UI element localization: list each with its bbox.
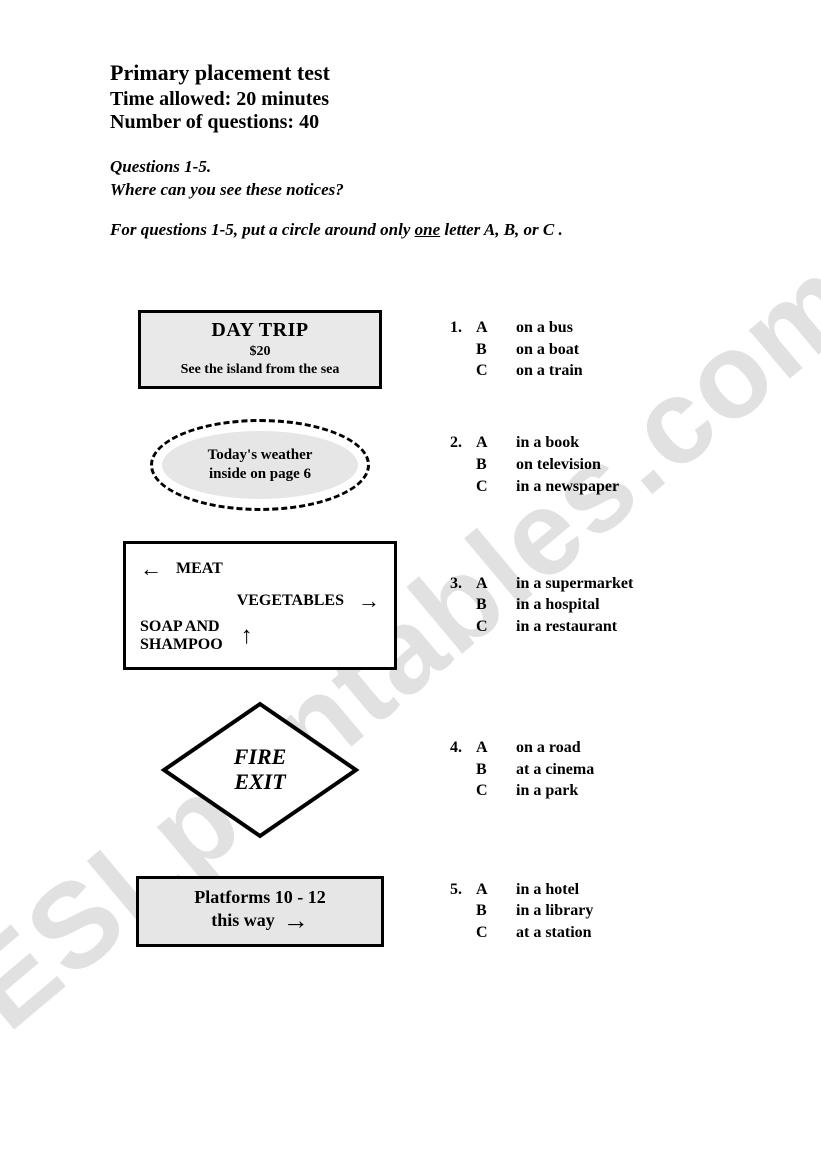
direction-suffix: letter A, B, or C . [440,220,563,239]
instructions-block: Questions 1-5. Where can you see these n… [110,156,721,202]
notice-fire-exit: FIRE EXIT [160,700,360,840]
notice5-line1: Platforms 10 - 12 [145,887,375,908]
document-content: Primary placement test Time allowed: 20 … [110,60,721,947]
notice4-line2: EXIT [234,770,287,794]
notice-weather-oval: Today's weather inside on page 6 [150,419,370,511]
instruction-direction: For questions 1-5, put a circle around o… [110,220,721,240]
question-2-options: 2.Ain a book Bon television Cin a newspa… [450,432,619,497]
q4-optB-letter: B [476,759,516,781]
q2-number: 2. [450,432,476,454]
notice-day-trip: DAY TRIP $20 See the island from the sea [138,310,382,389]
notice1-line2: $20 [145,344,375,360]
arrow-right-icon: → [358,590,380,612]
q1-optB-text: on a boat [516,339,579,361]
question-4-options: 4.Aon a road Bat a cinema Cin a park [450,737,594,802]
q2-optB-letter: B [476,454,516,476]
question-range: Questions 1-5. [110,156,721,179]
q1-optC-letter: C [476,360,516,382]
question-prompt: Where can you see these notices? [110,179,721,202]
notice2-line2: inside on page 6 [208,465,313,484]
num-questions: Number of questions: 40 [110,111,721,134]
notice-supermarket: ← MEAT VEGETABLES → SOAP AND SHAMPOO ↑ [123,541,397,670]
q3-optA-text: in a supermarket [516,573,633,595]
notice3-item3b: SHAMPOO [140,636,223,654]
notice-platforms: Platforms 10 - 12 this way → [136,876,384,947]
q1-optA-letter: A [476,317,516,339]
q5-number: 5. [450,879,476,901]
direction-underlined: one [415,220,441,239]
q4-optC-letter: C [476,780,516,802]
question-5-options: 5.Ain a hotel Bin a library Cat a statio… [450,879,593,944]
q1-number: 1. [450,317,476,339]
question-1-options: 1.Aon a bus Bon a boat Con a train [450,317,583,382]
time-allowed: Time allowed: 20 minutes [110,88,721,111]
direction-prefix: For questions 1-5, put a circle around o… [110,220,415,239]
q1-optC-text: on a train [516,360,583,382]
q5-optA-letter: A [476,879,516,901]
q3-optB-text: in a hospital [516,594,600,616]
q4-number: 4. [450,737,476,759]
notice3-item3a: SOAP AND [140,618,223,636]
q5-optB-letter: B [476,900,516,922]
q2-optA-letter: A [476,432,516,454]
notice2-line1: Today's weather [208,446,313,465]
q5-optC-letter: C [476,922,516,944]
q3-optC-text: in a restaurant [516,616,617,638]
q3-optA-letter: A [476,573,516,595]
notice5-line2: this way [211,910,275,931]
q2-optB-text: on television [516,454,601,476]
notice1-line3: See the island from the sea [145,362,375,378]
q3-number: 3. [450,573,476,595]
q5-optB-text: in a library [516,900,593,922]
notice3-item1: MEAT [176,560,223,578]
q1-optB-letter: B [476,339,516,361]
q4-optA-text: on a road [516,737,581,759]
q2-optC-text: in a newspaper [516,476,619,498]
arrow-up-icon: ↑ [241,624,253,648]
q2-optA-text: in a book [516,432,579,454]
q2-optC-letter: C [476,476,516,498]
q1-optA-text: on a bus [516,317,573,339]
q4-optC-text: in a park [516,780,578,802]
notice1-line1: DAY TRIP [145,319,375,342]
oval-inner: Today's weather inside on page 6 [162,431,358,499]
q5-optC-text: at a station [516,922,592,944]
q3-optB-letter: B [476,594,516,616]
q4-optA-letter: A [476,737,516,759]
arrow-left-icon: ← [140,558,162,580]
page-title: Primary placement test [110,60,721,86]
notice4-line1: FIRE [234,745,287,769]
q3-optC-letter: C [476,616,516,638]
q4-optB-text: at a cinema [516,759,594,781]
arrow-right-icon: → [283,908,309,934]
question-3-options: 3.Ain a supermarket Bin a hospital Cin a… [450,573,633,638]
q5-optA-text: in a hotel [516,879,579,901]
notice3-item2: VEGETABLES [237,592,344,610]
